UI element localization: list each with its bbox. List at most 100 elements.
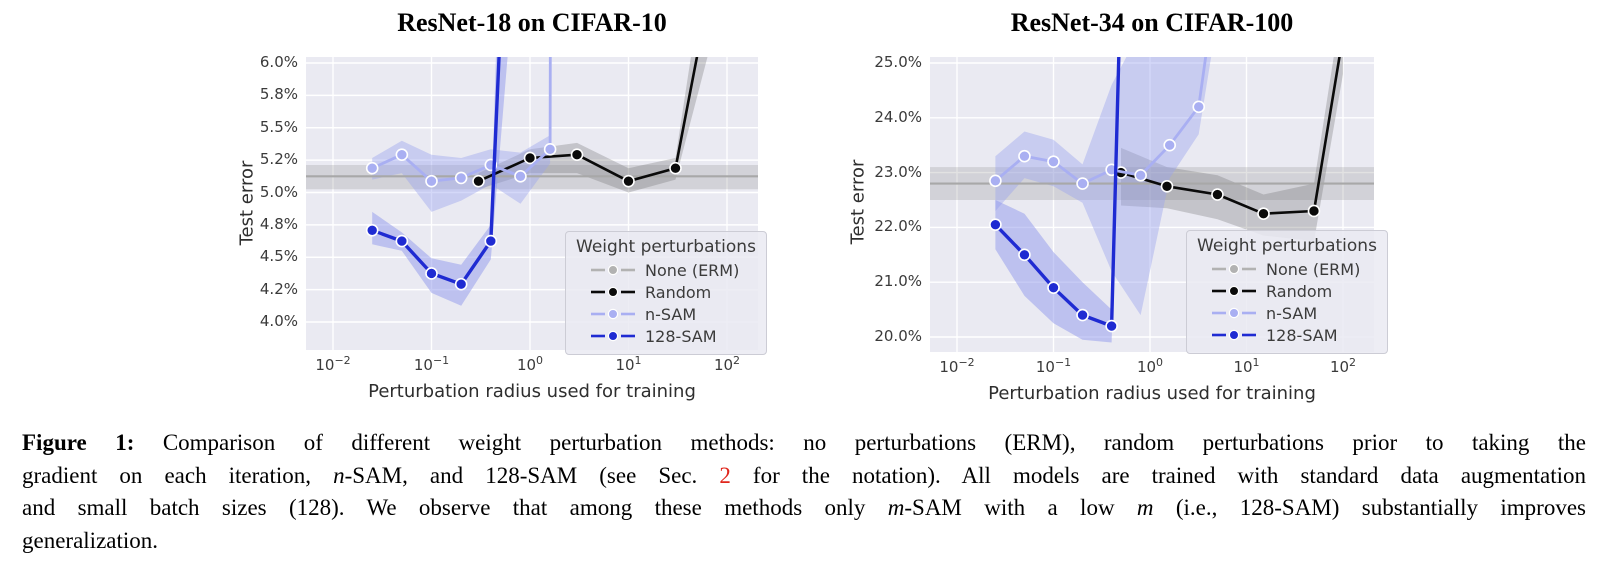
x-tick-label: 10−2 (939, 356, 975, 376)
marker-n-sam (1047, 155, 1060, 168)
marker-n-sam (1076, 177, 1089, 190)
legend-entry-label: 128-SAM (1266, 325, 1338, 345)
caption-math-var: m (887, 495, 905, 521)
y-tick-label: 4.8% (259, 214, 298, 233)
caption-math-var: n (333, 462, 345, 488)
caption-text: generalization. (22, 527, 159, 553)
caption-line: Figure 1: Comparison of different weight… (22, 427, 1586, 460)
legend-entry-label: Random (1266, 281, 1333, 301)
marker-n-sam (1163, 138, 1176, 152)
marker-n-sam (1134, 169, 1147, 182)
x-tick-label: 101 (615, 354, 642, 374)
marker-128-sam (989, 218, 1002, 231)
section-2-link[interactable]: 2 (719, 462, 731, 488)
legend-entry-label: None (ERM) (645, 260, 740, 280)
marker-n-sam (454, 171, 468, 185)
legend-sample-n-sam-icon (591, 308, 635, 320)
series-line-random (1120, 57, 1341, 215)
series-line-n-sam (371, 57, 552, 183)
band-n-sam (372, 57, 551, 212)
marker-n-sam (1018, 149, 1031, 163)
y-tick-label: 22.0% (874, 217, 922, 236)
marker-random (1211, 188, 1224, 201)
marker-random (1160, 180, 1174, 193)
y-tick-label: 25.0% (874, 53, 922, 71)
legend-entry-label: n-SAM (645, 304, 697, 324)
y-tick-label: 5.2% (259, 150, 298, 169)
marker-128-sam (395, 234, 409, 248)
legend-left: Weight perturbations None (ERM) Random n-S… (565, 231, 767, 355)
legend-entry-n-sam: n-SAM (1197, 302, 1377, 324)
legend-entry-label: None (ERM) (1266, 259, 1361, 279)
series-line-random (477, 57, 699, 183)
x-tick-label: 10−2 (315, 354, 351, 374)
legend-title: Weight perturbations (576, 237, 756, 257)
marker-128-sam (1018, 248, 1031, 262)
band-random (1121, 57, 1343, 242)
marker-random (1257, 207, 1270, 220)
y-tick-label: 5.0% (259, 182, 298, 201)
marker-128-sam (365, 223, 379, 237)
legend-entry-128-sam: 128-SAM (1197, 324, 1377, 346)
chart-title-right: ResNet-34 on CIFAR-100 (1010, 8, 1294, 37)
band-128-sam (995, 57, 1120, 343)
marker-n-sam (395, 148, 409, 162)
legend-sample-128-sam-icon (591, 330, 635, 342)
legend-entry-n-sam: n-SAM (576, 303, 756, 325)
x-tick-label: 10−1 (413, 354, 450, 374)
y-tick-label: 23.0% (874, 162, 922, 181)
series-line-128-sam (994, 57, 1121, 328)
legend-entry-random: Random (576, 281, 756, 303)
caption-text: gradient on each iteration, (22, 462, 334, 488)
x-tick-label: 10−1 (1035, 356, 1072, 376)
marker-n-sam (365, 161, 379, 175)
y-tick-label: 5.5% (259, 117, 298, 136)
marker-random (523, 151, 537, 165)
marker-n-sam (514, 170, 527, 183)
marker-128-sam (1105, 319, 1118, 333)
marker-128-sam (484, 234, 498, 248)
marker-random (472, 174, 485, 188)
caption-text: -SAM with a low (904, 495, 1137, 521)
caption-text: Comparison of different weight perturbat… (134, 430, 1586, 455)
marker-n-sam (543, 143, 557, 156)
y-tick-label: 4.2% (259, 279, 298, 298)
x-axis-label-right: Perturbation radius used for training (988, 383, 1316, 404)
marker-random (570, 148, 584, 162)
legend-sample-random-icon (1212, 285, 1256, 297)
legend-entry-label: 128-SAM (645, 326, 717, 346)
caption-math-var: m (1136, 495, 1154, 521)
legend-entry-none-erm: None (ERM) (1197, 258, 1377, 280)
caption-line: gradient on each iteration, n-SAM, and 1… (22, 460, 1586, 493)
x-tick-label: 102 (1329, 356, 1357, 376)
caption-text: (i.e., 128-SAM) substantially improves (1153, 495, 1586, 521)
x-tick-label: 100 (516, 354, 544, 374)
marker-n-sam (1192, 100, 1206, 114)
legend-entry-label: n-SAM (1266, 303, 1318, 323)
marker-n-sam (425, 174, 438, 188)
legend-title: Weight perturbations (1197, 236, 1377, 256)
chart-title-left: ResNet-18 on CIFAR-10 (397, 8, 667, 37)
band-n-sam (995, 57, 1212, 316)
caption-text: and small batch sizes (128). We observe … (22, 495, 888, 521)
x-axis-label-left: Perturbation radius used for training (368, 381, 696, 402)
y-tick-label: 6.0% (259, 53, 298, 71)
marker-random (669, 161, 682, 175)
y-tick-label: 4.5% (259, 247, 298, 266)
marker-128-sam (1076, 308, 1089, 322)
caption-line: generalization. (22, 525, 1586, 558)
x-tick-label: 102 (713, 354, 741, 374)
caption-text: -SAM, and 128-SAM (see Sec. (344, 462, 720, 488)
x-tick-label: 101 (1233, 356, 1260, 376)
y-tick-label: 21.0% (874, 272, 922, 291)
chart-resnet-18-on-cifar-10 (306, 57, 758, 350)
legend-sample-random-icon (591, 286, 635, 298)
marker-128-sam (454, 277, 468, 291)
legend-sample-none-erm-icon (1212, 263, 1256, 275)
figure-caption: Figure 1: Comparison of different weight… (22, 427, 1586, 557)
legend-sample-128-sam-icon (1212, 329, 1256, 341)
legend-sample-n-sam-icon (1212, 307, 1256, 319)
caption-text: for the notation). All models are traine… (730, 462, 1587, 488)
marker-random (622, 174, 635, 188)
